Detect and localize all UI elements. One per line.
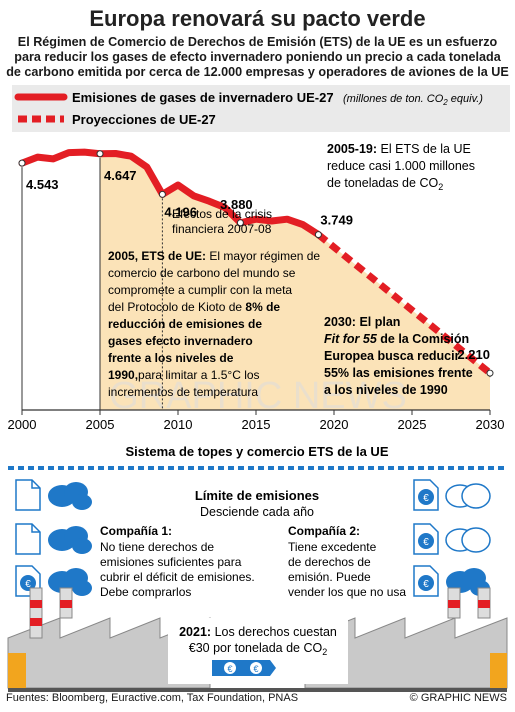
limit-subtitle: Desciende cada año [200,505,314,519]
svg-text:Tiene excedente: Tiene excedente [288,540,377,554]
shaded-area-2005-2030 [100,153,490,410]
limit-title: Límite de emisiones [195,488,319,503]
svg-text:2005, ETS de UE: El mayor régi: 2005, ETS de UE: El mayor régimen de [108,249,320,263]
price-line1: 2021: Los derechos cuestan [179,625,337,639]
svg-text:Compañía 1:: Compañía 1: [100,524,172,538]
svg-text:compromete a cumplir con la me: compromete a cumplir con la meta [108,283,292,297]
value-marker [314,231,322,239]
projection-line [316,231,493,376]
svg-text:1990,para limitar a 1.5°C los: 1990,para limitar a 1.5°C los [108,368,260,382]
svg-text:Compañía 2:: Compañía 2: [288,524,360,538]
euro-certificate-icon: € [413,523,439,555]
svg-text:incrementos de temperatura: incrementos de temperatura [108,385,258,399]
value-label: 4.196 [164,204,197,219]
x-tick-label: 2020 [320,417,349,432]
chart-area [100,153,490,410]
value-label: 3.749 [320,213,353,228]
svg-text:cubrir el déficit de emisiones: cubrir el déficit de emisiones. [100,570,255,584]
company1-text: Compañía 1: No tiene derechos de emision… [100,524,255,599]
x-tick-label: 2030 [476,417,505,432]
crisis-annotation: Efectos de la crisis financiera 2007-08 [172,207,272,236]
svg-text:2030: El plan: 2030: El plan [324,315,400,329]
co2-cloud-icon [48,482,92,510]
svg-text:reducción de emisiones de: reducción de emisiones de [108,317,262,331]
svg-text:de toneladas de CO2: de toneladas de CO2 [327,176,443,192]
svg-text:€: € [423,493,429,504]
svg-text:€: € [423,537,429,548]
svg-text:No tiene derechos de: No tiene derechos de [100,540,214,554]
page-title: Europa renovará su pacto verde [89,6,426,31]
value-label: 3.880 [220,197,253,212]
document-icon [15,523,41,555]
company2-text: Compañía 2: Tiene excedente de derechos … [288,524,406,599]
system-title: Sistema de topes y comercio ETS de la UE [126,444,389,459]
svg-text:de derechos de: de derechos de [288,555,371,569]
x-tick-label: 2010 [164,417,193,432]
chart-lines [18,148,493,376]
x-tick-label: 2005 [86,417,115,432]
document-icon [15,479,41,511]
x-tick-label: 2000 [8,417,37,432]
factory-illustration [7,587,508,692]
credit: © GRAPHIC NEWS [409,692,507,704]
value-label: 2.210 [457,347,490,362]
svg-text:emisión. Puede: emisión. Puede [288,570,371,584]
svg-text:Europea busca reducir: Europea busca reducir [324,349,460,363]
legend-box [12,85,510,132]
sources: Fuentes: Bloomberg, Euractive.com, Tax F… [6,692,299,704]
value-marker [18,159,26,167]
svg-text:€: € [423,579,429,590]
chart-value-labels: 4.543 4.647 4.196 3.880 3.749 2.210 [18,150,494,410]
x-tick-label: 2025 [398,417,427,432]
euro-certificate-icon: € [413,565,439,597]
svg-text:2005-19: El ETS de la UE: 2005-19: El ETS de la UE [327,142,471,156]
value-label: 4.647 [104,168,137,183]
svg-text:gases efecto invernadero: gases efecto invernadero [108,334,253,348]
ets2005-annotation: 2005, ETS de UE: El mayor régimen de com… [108,249,320,399]
value-marker [158,190,166,198]
svg-text:frente a los niveles de: frente a los niveles de [108,351,234,365]
co2-cloud-icon [48,526,92,554]
svg-text:emisiones suficientes para: emisiones suficientes para [100,555,242,569]
value-marker [486,369,494,377]
svg-text:€: € [253,664,258,674]
svg-text:del Protocolo de Kioto de 8% d: del Protocolo de Kioto de 8% de [108,300,280,314]
page-subtitle: El Régimen de Comercio de Derechos de Em… [6,35,509,79]
ets1519-annotation: 2005-19: El ETS de la UE reduce casi 1.0… [327,142,475,192]
svg-text:€: € [25,579,31,590]
svg-text:55% las emisiones frente: 55% las emisiones frente [324,366,473,380]
price-line2: €30 por tonelada de CO2 [189,641,327,657]
legend-emissions-label: Emisiones de gases de invernadero UE-27 [72,90,334,105]
svg-text:reduce casi 1.000 millones: reduce casi 1.000 millones [327,159,475,173]
company2-icons: € € € [413,479,491,597]
plan2030-annotation: 2030: El plan Fit for 55 de la Comisión … [324,315,473,397]
company1-icons: € [15,479,92,597]
emissions-chart: Emisiones de gases de invernadero UE-27 … [8,85,510,432]
svg-text:€: € [227,664,232,674]
svg-text:comercio de carbono del mundo: comercio de carbono del mundo se [108,266,296,280]
svg-text:financiera 2007-08: financiera 2007-08 [172,222,272,236]
value-label: 4.543 [26,177,59,192]
legend-units-label: (millones de ton. CO2 equiv.) [343,93,483,107]
euro-arrow-icons: € € [212,660,276,676]
ets-system-diagram: Sistema de topes y comercio ETS de la UE… [7,444,508,692]
svg-text:vender los que no usa: vender los que no usa [288,585,406,599]
co2-cloud-outline-icon [445,483,491,509]
svg-text:Fit for 55 de la Comisión: Fit for 55 de la Comisión [324,332,469,346]
svg-text:a los niveles de 1990: a los niveles de 1990 [324,383,448,397]
legend-projections-label: Proyecciones de UE-27 [72,112,216,127]
co2-cloud-outline-icon [445,527,491,553]
x-tick-label: 2015 [242,417,271,432]
value-marker [96,150,104,158]
svg-text:Debe comprarlos: Debe comprarlos [100,585,191,599]
svg-text:Efectos de la crisis: Efectos de la crisis [172,207,272,221]
value-marker [236,219,244,227]
x-axis: 2000 2005 2010 2015 2020 2025 2030 [8,409,505,432]
euro-certificate-icon: € [413,479,439,511]
emissions-line [18,148,322,239]
